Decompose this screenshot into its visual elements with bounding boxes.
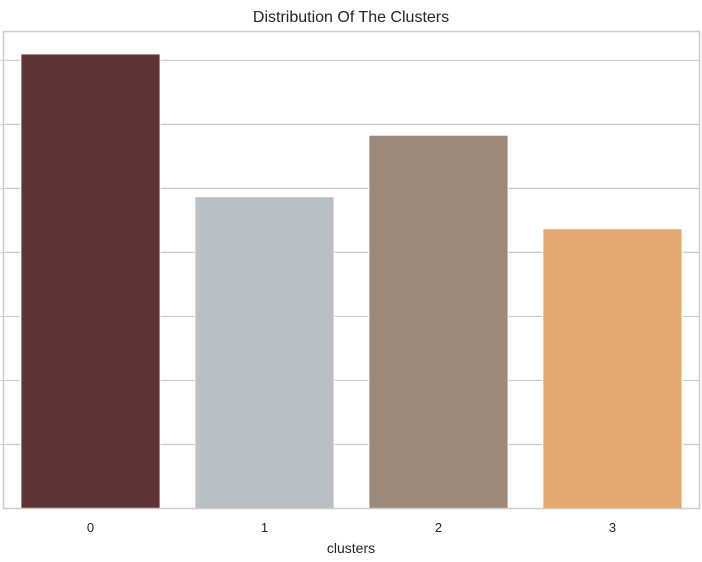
x-tick-label: 1: [261, 520, 268, 535]
chart-title: Distribution Of The Clusters: [253, 9, 449, 26]
bars: [20, 53, 683, 510]
x-tick-labels: 0 1 2 3: [87, 520, 616, 535]
bar-cluster-2: [368, 134, 509, 510]
bar-cluster-3: [542, 228, 683, 509]
bar-cluster-1: [194, 196, 335, 509]
plot-frame: [2, 30, 701, 510]
x-tick-label: 2: [435, 520, 442, 535]
bar-cluster-0: [20, 53, 161, 510]
x-tick-label: 0: [87, 520, 94, 535]
x-tick-label: 3: [609, 520, 616, 535]
x-axis-label: clusters: [327, 540, 375, 556]
